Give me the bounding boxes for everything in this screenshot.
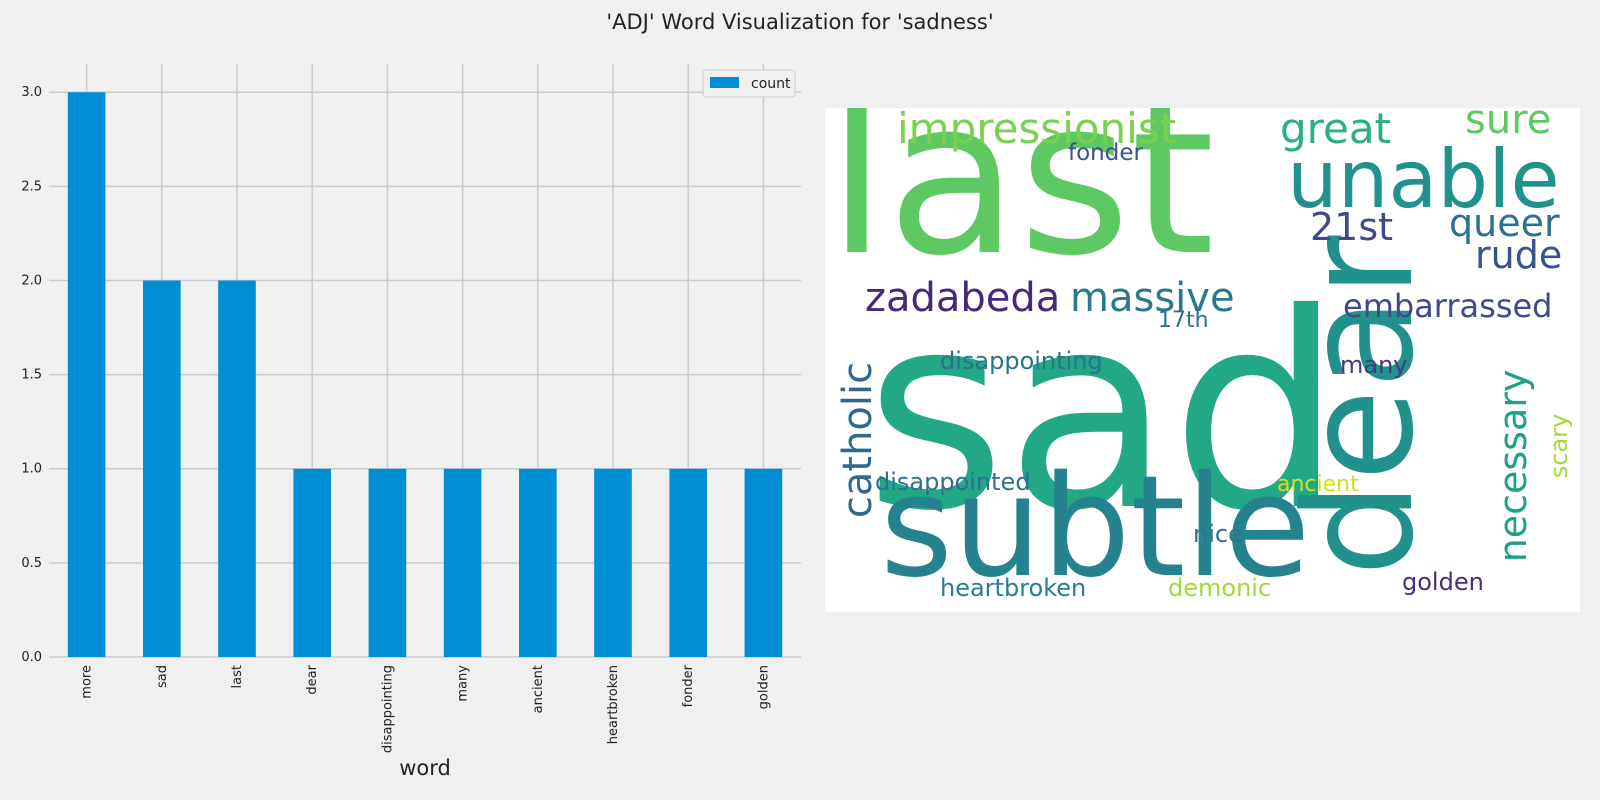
wordcloud-word: many (1340, 351, 1408, 379)
wordcloud-word: rude (1475, 233, 1563, 277)
x-axis-label: word (399, 756, 451, 780)
bar (143, 280, 181, 657)
y-tick-label: 1.0 (21, 462, 42, 477)
x-tick-label: golden (756, 665, 771, 709)
x-tick-label: ancient (531, 665, 546, 713)
bar (293, 468, 331, 657)
wordcloud-word: last (827, 108, 1215, 303)
x-tick-label: disappointing (380, 665, 395, 753)
wordcloud-word: 17th (1158, 308, 1209, 333)
bar-chart: 0.0 0.5 1.0 1.5 2.0 2.5 3.0 more sad last dear disa… (21, 64, 801, 780)
wordcloud-word: massive (1070, 275, 1235, 321)
wordcloud-word: nice (1193, 520, 1243, 548)
bar (443, 468, 482, 657)
wordcloud-word: impressionist (897, 108, 1177, 153)
wordcloud-word: golden (1402, 568, 1484, 596)
y-tick-label: 0.5 (21, 556, 42, 571)
figure-title: 'ADJ' Word Visualization for 'sadness' (606, 10, 994, 34)
bar (218, 280, 256, 657)
x-tick-label: dear (305, 664, 320, 694)
wordcloud-word: scary (1545, 413, 1573, 479)
y-tick-label: 2.0 (21, 273, 42, 288)
y-tick-label: 1.5 (21, 368, 42, 383)
legend-box (702, 69, 796, 98)
wordcloud-word: unable (1287, 133, 1560, 226)
wordcloud-word: catholic (835, 361, 881, 519)
wordcloud-word: fonder (1068, 140, 1143, 166)
x-tick-label: heartbroken (606, 665, 621, 744)
wordcloud-word: zadabeda (865, 275, 1061, 321)
y-tick-label: 0.0 (21, 650, 42, 665)
y-tick-label: 3.0 (21, 85, 42, 100)
x-tick-label: last (230, 665, 245, 688)
bar (744, 468, 783, 657)
wordcloud-word: ancient (1277, 472, 1359, 497)
wordcloud-word: great (1280, 108, 1392, 153)
bar (519, 468, 557, 657)
bar (669, 468, 707, 657)
wordcloud-word: subtle (880, 446, 1311, 609)
wordcloud-word: heartbroken (940, 574, 1087, 602)
wordcloud-word: 21st (1310, 205, 1394, 249)
legend-label: count (751, 76, 791, 92)
wordcloud-word: sad (865, 255, 1343, 570)
wordcloud-word: disappointing (940, 347, 1103, 375)
y-tick-label: 2.5 (21, 179, 42, 194)
wordcloud-word: necessary (1491, 369, 1535, 563)
wordcloud-word: sure (1465, 108, 1552, 143)
bar (368, 468, 407, 657)
legend-swatch (710, 77, 739, 88)
x-tick-label: more (80, 665, 95, 699)
wordcloud-word: embarrassed (1343, 287, 1553, 325)
wordcloud-word: demonic (1168, 574, 1272, 602)
wordcloud-word: queer (1449, 201, 1560, 245)
x-tick-label: sad (155, 665, 170, 688)
bar (67, 92, 106, 657)
wordcloud-word: disappointed (875, 468, 1031, 496)
bar (594, 468, 632, 657)
x-tick-label: fonder (681, 664, 696, 707)
word-cloud: last sad subtle dear unable impressionis… (825, 108, 1580, 612)
x-tick-label: many (456, 665, 471, 702)
